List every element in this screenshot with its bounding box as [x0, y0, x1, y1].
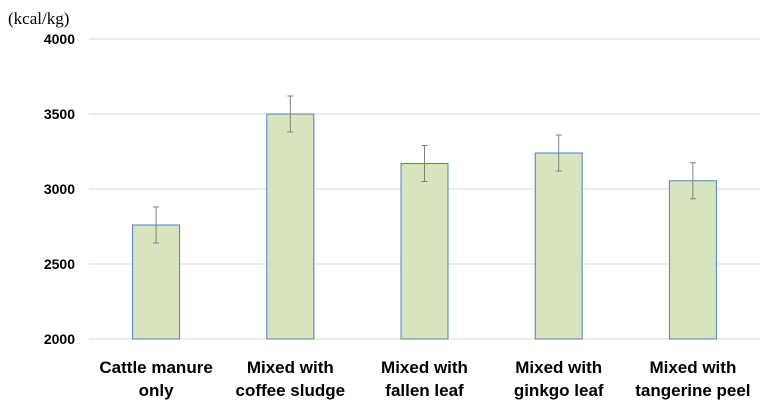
x-category-label: tangerine peel: [635, 381, 750, 400]
error-bars: [153, 95, 696, 244]
y-tick-label: 2500: [44, 256, 75, 272]
bar-5: [668, 180, 717, 340]
x-category-label: coffee sludge: [236, 381, 346, 400]
x-category-label: Mixed with: [649, 358, 736, 377]
y-axis: 2000 2500 3000 3500 4000: [44, 31, 75, 347]
y-tick-label: 2000: [44, 331, 75, 347]
x-category-label: Cattle manure: [99, 358, 212, 377]
y-tick-label: 3000: [44, 181, 75, 197]
x-category-label: Mixed with: [381, 358, 468, 377]
bar-4: [534, 152, 583, 340]
x-axis-labels: Cattle manure only Mixed with coffee sludge…: [99, 358, 750, 400]
y-tick-label: 4000: [44, 31, 75, 47]
x-category-label: Mixed with: [515, 358, 602, 377]
x-category-label: ginkgo leaf: [514, 381, 604, 400]
bars: [132, 113, 717, 340]
bar-1: [132, 224, 181, 340]
x-category-label: Mixed with: [247, 358, 334, 377]
x-category-label: fallen leaf: [385, 381, 464, 400]
bar-2: [266, 113, 315, 340]
y-axis-unit-label: (kcal/kg): [8, 9, 69, 28]
x-category-label: only: [139, 381, 174, 400]
bar-3: [400, 163, 449, 340]
y-tick-label: 3500: [44, 106, 75, 122]
